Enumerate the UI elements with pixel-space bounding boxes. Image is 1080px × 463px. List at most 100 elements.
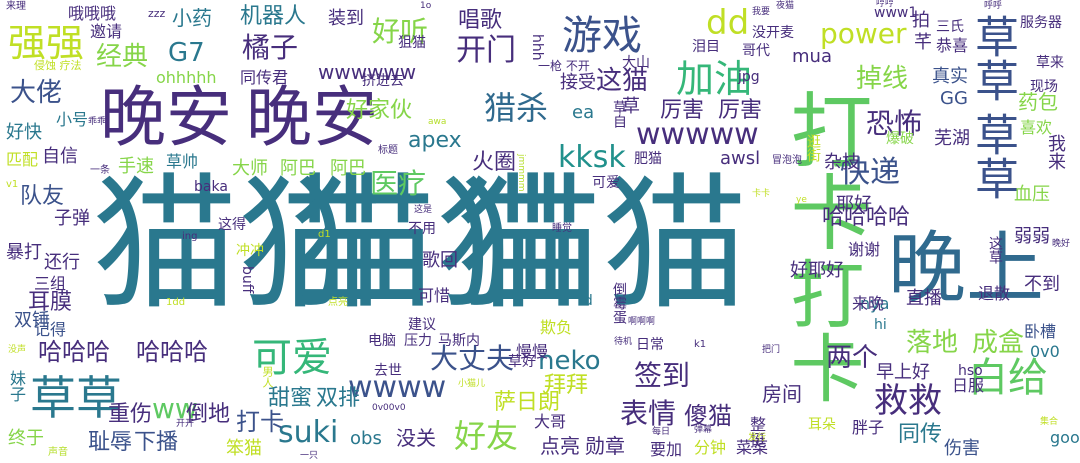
word-hengheng: 哼哼	[876, 0, 895, 9]
word-neko: neko	[538, 346, 601, 376]
word-diaoxian: 掉线	[856, 64, 909, 94]
word-caicai: 菜菜	[736, 438, 769, 457]
word-huoquan: 火圈	[472, 150, 517, 175]
word-yaoqing: 邀请	[90, 22, 123, 41]
word-zhongyu: 终于	[8, 428, 44, 449]
word-sarilang: 萨日朗	[494, 390, 561, 415]
word-budao: 不到	[1024, 274, 1060, 295]
word-shousu: 手速	[118, 156, 154, 177]
word-xiaomaoer: 小猫儿	[458, 379, 486, 389]
word-wanshang: 晚上	[888, 224, 1045, 314]
word-haokuai: 好快	[6, 122, 42, 143]
word-ohohoh: 哦哦哦	[68, 4, 117, 23]
word-daka-vertical-1: 打卡	[776, 88, 871, 252]
word-baigei: 白给	[968, 355, 1048, 401]
word-shuijiao: 睡觉	[552, 223, 572, 234]
word-meiri: 每日	[652, 427, 671, 437]
word-woyao: 我要	[752, 7, 771, 17]
word-yiqiang-bukai: 一枪 不开	[538, 59, 590, 73]
word-diannao: 电脑	[368, 333, 396, 349]
word-g7: G7	[168, 38, 205, 68]
word-jumao: 狙猫	[398, 35, 426, 51]
word-duiyou: 队友	[20, 184, 65, 209]
word-manman: 慢慢	[516, 342, 549, 361]
word-jide: 记得	[34, 320, 67, 339]
word-shanghai: 伤害	[944, 438, 980, 459]
word-dalao: 大佬	[10, 78, 63, 108]
word-zhongshang: 重伤	[108, 402, 153, 427]
word-richang: 日常	[636, 337, 664, 353]
word-k1: k1	[694, 339, 707, 350]
word-masinei: 马斯内	[438, 333, 480, 349]
word-daka: 打卡	[236, 408, 284, 436]
word-jingdian: 经典	[96, 42, 149, 72]
word-faxing: 发行	[748, 433, 767, 443]
word-lihai-1: 厉害	[660, 98, 705, 123]
word-gg: GG	[940, 88, 968, 109]
word-zhenshi: 真实	[932, 66, 968, 87]
word-wanhao: 晚好	[1052, 239, 1071, 249]
word-hahaha-1: 哈哈哈	[38, 338, 110, 366]
word-ye: ye	[796, 195, 807, 205]
word-wwwww: wwwww	[636, 117, 759, 152]
word-hi: hi	[874, 317, 887, 333]
word-ww: ww	[152, 392, 198, 425]
word-baibai: 拜拜	[544, 373, 589, 398]
word-dashi: 大师	[232, 158, 268, 179]
word-awsl: awsl	[720, 148, 761, 169]
word-qiangqiang: 强强	[8, 21, 85, 65]
word-dashan: 大山	[622, 55, 650, 71]
word-dianliang: 点亮	[540, 434, 580, 458]
word-qian: 芊	[914, 32, 932, 53]
word-lihai-2: 厉害	[718, 98, 763, 123]
word-cao-single: 草	[622, 96, 640, 117]
word-hso: hso	[958, 363, 983, 379]
word-erduo: 耳朵	[808, 417, 836, 433]
word-zheshi: 这是	[414, 205, 433, 215]
word-zixin: 自信	[42, 146, 78, 167]
word-qushi: 去世	[374, 363, 402, 379]
word-aba-2: 阿巴	[330, 158, 366, 179]
word-meisheng: 没声	[8, 345, 27, 355]
word-laiwan: 来晚	[852, 294, 885, 313]
word-shuangpai: 双排	[316, 386, 361, 411]
word-jieshou: 接受	[560, 72, 596, 93]
word-caolai: 草来	[1036, 55, 1064, 71]
word-xueya: 血压	[1014, 184, 1050, 205]
word-v1: v1	[6, 179, 19, 190]
word-yemao: 夜猫	[776, 1, 795, 11]
word-nanren: 男人	[261, 366, 274, 388]
word-yaobao: 药包	[1018, 90, 1058, 114]
word-kuaidi: 快递	[840, 155, 900, 190]
word-obs: obs	[350, 428, 382, 449]
word-changge: 唱歌	[458, 8, 503, 33]
word-pangzi: 胖子	[852, 418, 885, 437]
word-daomeidan: 倒霉蛋	[611, 282, 627, 324]
word-chongchong: 冲冲	[236, 243, 264, 259]
word-jihe: 集合	[1040, 417, 1059, 427]
word-tuisan: 退散	[978, 284, 1011, 303]
word-zaji: 杂技	[824, 152, 860, 173]
word-kaka: 卡卡	[752, 189, 771, 199]
word-hahahaha: 哈哈哈哈	[822, 205, 911, 230]
word-zhibo: 直播	[906, 288, 942, 309]
word-haixing: 还行	[44, 252, 80, 273]
word-keai-small: 可爱	[592, 175, 620, 191]
word-ruoruo: 弱弱	[1014, 226, 1050, 247]
word-shamao: 傻猫	[684, 402, 732, 430]
word-fangjian: 房间	[762, 382, 802, 406]
word-ermo: 耳膜	[28, 290, 73, 315]
word-qiandao: 签到	[634, 359, 691, 392]
word-baka: baka	[194, 179, 228, 195]
word-daka-vertical-2: 打卡	[778, 256, 864, 404]
word-apex: apex	[408, 128, 462, 153]
word-fuwuqi: 服务器	[1020, 15, 1062, 31]
word-jiujiu: 救救	[874, 381, 942, 421]
word-0v00v0: 0v00v0	[372, 403, 406, 413]
word-id: id	[580, 293, 593, 309]
word-wanan-2: 晚安	[246, 79, 378, 156]
word-zhuangdao: 装到	[328, 8, 364, 29]
word-liesha: 猎杀	[484, 89, 549, 127]
word-dage: 大哥	[534, 412, 567, 431]
word-dd: dd	[706, 3, 750, 43]
